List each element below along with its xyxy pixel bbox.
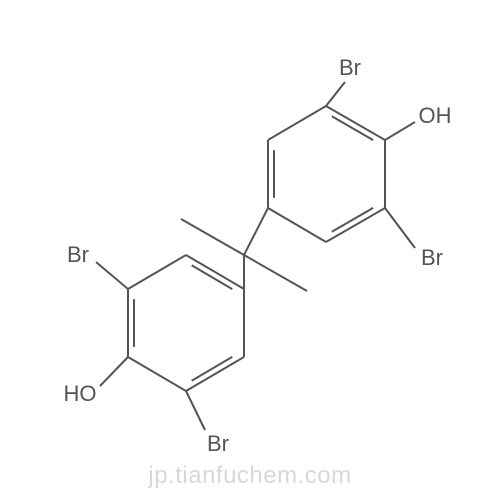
- watermark: jp.tianfuchem.com: [148, 462, 351, 490]
- atom-br: Br: [421, 245, 443, 271]
- atom-oh: HO: [64, 381, 97, 407]
- atom-br: Br: [207, 431, 229, 457]
- atom-br: Br: [67, 242, 89, 268]
- atom-oh: OH: [419, 103, 452, 129]
- atom-br: Br: [339, 55, 361, 81]
- molecule-diagram: Br OH Br Br HO Br: [0, 0, 500, 500]
